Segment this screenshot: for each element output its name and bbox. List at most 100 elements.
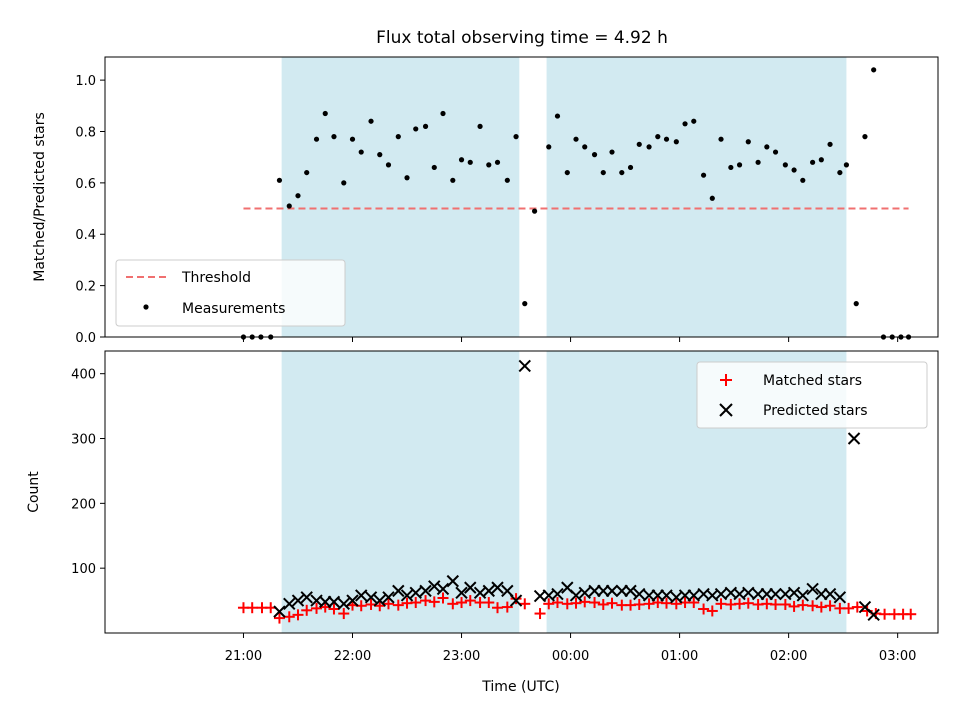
predicted-star-marker [346, 594, 359, 607]
predicted-star-marker [337, 597, 350, 611]
measurement-point [627, 164, 634, 171]
measurement-point [843, 162, 850, 168]
measurement-point [853, 301, 859, 307]
matched-star-marker [879, 608, 891, 620]
measurement-point [663, 136, 670, 142]
marker-stroke [473, 586, 487, 600]
predicted-star-marker [769, 587, 782, 601]
measurement-point [862, 134, 868, 140]
y-tick-label: 0.6 [75, 177, 96, 192]
marker-stroke [733, 587, 746, 601]
measurement-point [368, 118, 374, 124]
measurement-point [546, 144, 552, 150]
measurement-point [591, 152, 598, 158]
measurements-legend-label: Measurements [182, 301, 285, 317]
chart-title: Flux total observing time = 4.92 h [376, 28, 668, 48]
measurement-point [736, 162, 743, 168]
matched-star-marker [715, 598, 727, 610]
marker-stroke [858, 600, 872, 614]
matched-star-marker [807, 600, 819, 612]
marker-stroke [382, 591, 395, 604]
matched-star-marker [579, 596, 591, 608]
measurement-point [377, 152, 383, 158]
bottom-y-ticks: 100 200 300 400 [71, 368, 105, 577]
observing-span [281, 351, 520, 633]
matched-star-marker [905, 608, 917, 620]
marker-stroke [373, 594, 386, 607]
x-axis-label: Time (UTC) [481, 679, 559, 695]
marker-stroke [714, 587, 728, 601]
predicted-star-marker [787, 586, 801, 600]
marker-stroke [518, 359, 531, 373]
marker-stroke [578, 586, 591, 600]
matched-star-marker [606, 597, 618, 609]
measurement-point [782, 162, 788, 168]
predicted-star-marker [419, 584, 432, 598]
top-x-ticks [242, 337, 899, 342]
measurement-point [440, 110, 446, 117]
measurement-point [422, 123, 429, 129]
y-tick-label: 1.0 [75, 74, 96, 89]
measurement-point [791, 167, 797, 173]
matched-star-marker [698, 603, 710, 615]
marker-stroke [283, 597, 296, 611]
predicted-star-marker [742, 586, 755, 600]
x-tick-label: 03:00 [879, 649, 916, 664]
measurement-point [646, 144, 652, 150]
matched-star-marker [437, 592, 449, 604]
marker-stroke [569, 589, 583, 602]
bottom-panel: 100 200 300 400 21:00 22:00 23:00 00:00 01:00 02… [26, 350, 939, 695]
top-legend: Threshold Measurements [115, 259, 346, 327]
threshold-legend-label: Threshold [181, 270, 251, 286]
predicted-star-marker [687, 589, 700, 602]
predicted-star-marker [633, 587, 646, 601]
matched-star-marker [392, 599, 404, 611]
marker-stroke [823, 587, 837, 601]
marker-stroke [291, 594, 305, 607]
measurement-point [276, 177, 283, 183]
predicted-star-marker [823, 587, 837, 601]
marker-stroke [542, 589, 555, 602]
predicted-star-marker [464, 581, 477, 594]
matched-star-marker [551, 597, 563, 609]
predicted-star-marker [806, 582, 819, 596]
measurement-point [755, 159, 761, 165]
matched-star-marker [779, 598, 791, 610]
y-tick-label: 0.4 [75, 228, 96, 243]
predicted-star-marker [518, 359, 531, 373]
marker-stroke [464, 581, 477, 594]
marker-stroke [392, 584, 405, 598]
predicted-star-marker [400, 589, 414, 602]
measurement-point [522, 301, 528, 307]
marker-stroke [419, 584, 432, 598]
x-tick-label: 22:00 [334, 649, 371, 664]
measurement-point [728, 164, 734, 171]
marker-stroke [346, 594, 359, 607]
marker-stroke [605, 584, 619, 598]
measurement-point [764, 144, 770, 150]
matched-star-marker [283, 611, 295, 623]
predicted-star-marker [578, 586, 591, 600]
predicted-star-marker [605, 584, 619, 598]
predicted-star-marker [382, 591, 395, 604]
y-tick-label: 100 [71, 562, 96, 577]
measurement-point [413, 126, 419, 132]
matched-star-marker [633, 598, 645, 610]
marker-stroke [769, 587, 782, 601]
marker-stroke [833, 591, 847, 604]
matched-star-marker [464, 595, 476, 607]
matched-star-marker [374, 600, 386, 612]
predicted-legend-label: Predicted stars [763, 403, 868, 419]
measurement-point [494, 159, 501, 165]
marker-stroke [670, 591, 683, 604]
predicted-star-marker [624, 584, 637, 598]
measurement-point [573, 136, 579, 142]
marker-stroke [364, 591, 378, 604]
x-tick-label: 23:00 [443, 649, 480, 664]
matched-legend-swatch [720, 374, 732, 386]
matched-star-marker [492, 602, 504, 614]
marker-stroke [624, 584, 637, 598]
predicted-star-marker [373, 594, 386, 607]
predicted-star-marker [714, 587, 728, 601]
x-tick-label: 00:00 [552, 649, 589, 664]
